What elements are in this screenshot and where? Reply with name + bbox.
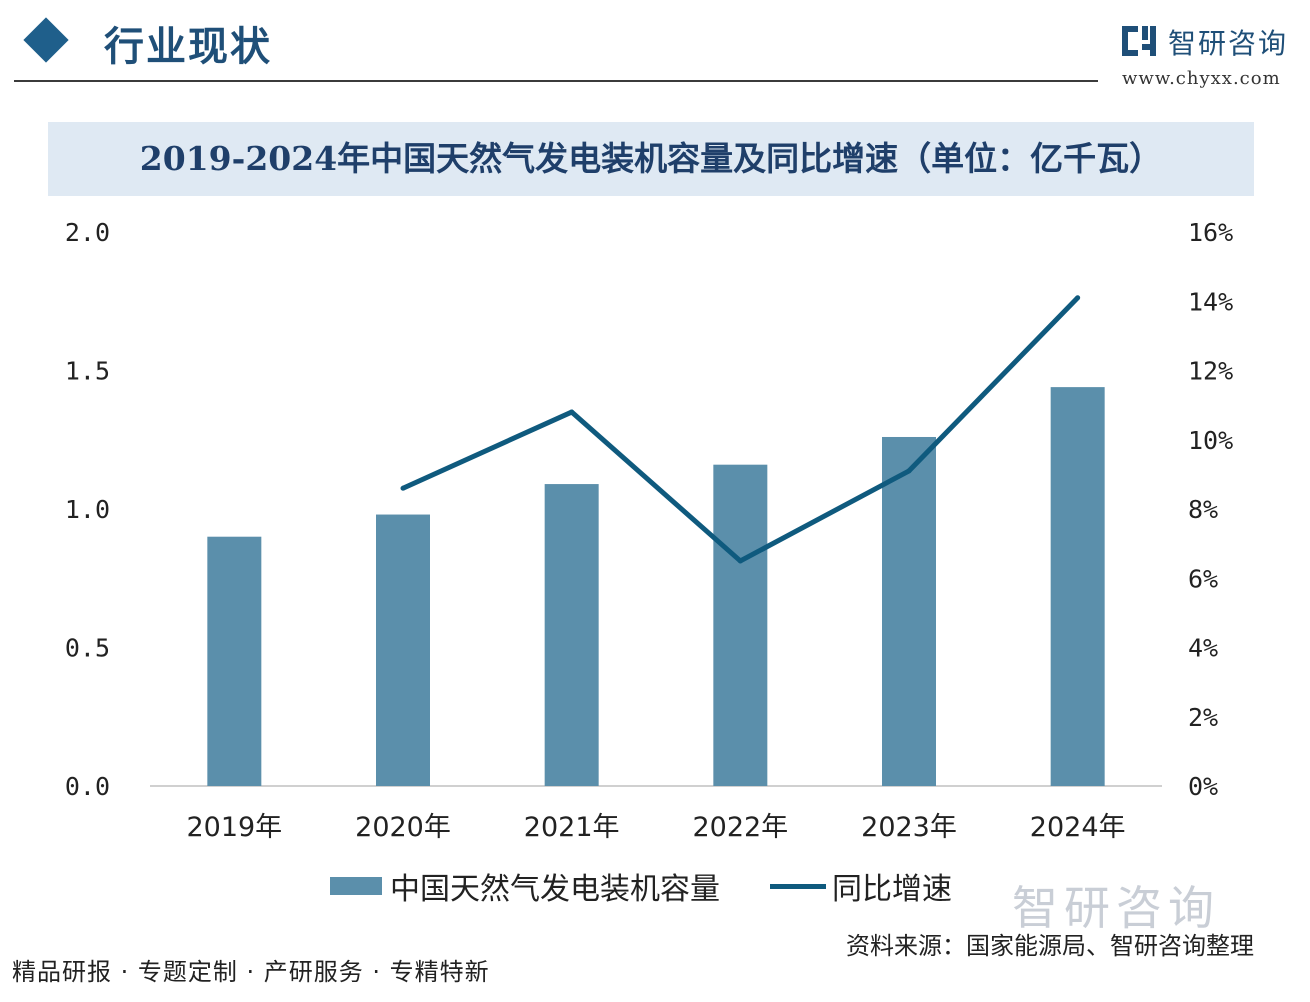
watermark-logo: 智研咨询 [1012,881,1220,935]
x-tick-label: 2019年 [186,812,282,843]
bar [207,536,262,786]
y-right-tick-label: 12% [1188,357,1233,386]
legend-bar-swatch [330,877,382,895]
chart: 0.0 0.5 1.0 1.5 2.0 0% 2% 4% 6% 8% 10% 12% 14% 16% 2… [65,218,1233,843]
x-axis: 2019年 2020年 2021年 2022年 2023年 2024年 [186,812,1125,843]
bar [713,464,768,786]
line-point [569,409,575,415]
bar-series [207,387,1105,786]
brand-name: 智研咨询 [1168,27,1289,60]
chart-title-box: 2019-2024年中国天然气发电装机容量及同比增速（单位：亿千瓦） [48,122,1254,196]
legend-bar-label: 中国天然气发电装机容量 [390,872,720,907]
logo-icon [1122,26,1156,56]
line-point [737,558,743,564]
header: 行业现状 智研咨询 www.chyxx.com [0,0,1310,100]
diamond-icon [23,17,69,63]
line-point [906,468,912,474]
chart-title: 2019-2024年中国天然气发电装机容量及同比增速（单位：亿千瓦） [139,139,1163,178]
y-left-tick-label: 0.5 [65,634,110,663]
section-title: 行业现状 [104,24,272,70]
y-right-tick-label: 4% [1188,634,1218,663]
y-right-tick-label: 8% [1188,495,1218,524]
x-tick-label: 2021年 [524,812,620,843]
bar [376,514,430,786]
header-divider [14,80,1098,82]
y-right-tick-label: 0% [1188,772,1218,801]
line-point [1075,295,1081,301]
brand-url: www.chyxx.com [1122,68,1281,89]
x-tick-label: 2024年 [1030,812,1126,843]
legend-line-label: 同比增速 [832,872,952,907]
x-tick-label: 2020年 [355,812,451,843]
source-note: 资料来源：国家能源局、智研咨询整理 [846,932,1254,960]
y-left-axis: 0.0 0.5 1.0 1.5 2.0 [65,218,110,801]
y-right-tick-label: 10% [1188,426,1233,455]
bar [1050,387,1105,786]
line-point [400,485,406,491]
bar [882,436,936,786]
y-left-tick-label: 0.0 [65,772,110,801]
line-series [400,295,1081,564]
y-left-tick-label: 1.5 [65,357,110,386]
bar [544,484,599,786]
x-tick-label: 2022年 [692,812,788,843]
footer-tagline: 精品研报 · 专题定制 · 产研服务 · 专精特新 [12,958,490,986]
x-tick-label: 2023年 [861,812,957,843]
y-right-tick-label: 6% [1188,564,1218,593]
y-left-tick-label: 1.0 [65,495,110,524]
y-right-axis: 0% 2% 4% 6% 8% 10% 12% 14% 16% [1188,218,1233,801]
y-left-tick-label: 2.0 [65,218,110,247]
legend: 中国天然气发电装机容量 同比增速 [330,864,952,908]
legend-line-swatch [770,883,826,889]
y-right-tick-label: 14% [1188,287,1233,316]
y-right-tick-label: 16% [1188,218,1233,247]
y-right-tick-label: 2% [1188,703,1218,732]
